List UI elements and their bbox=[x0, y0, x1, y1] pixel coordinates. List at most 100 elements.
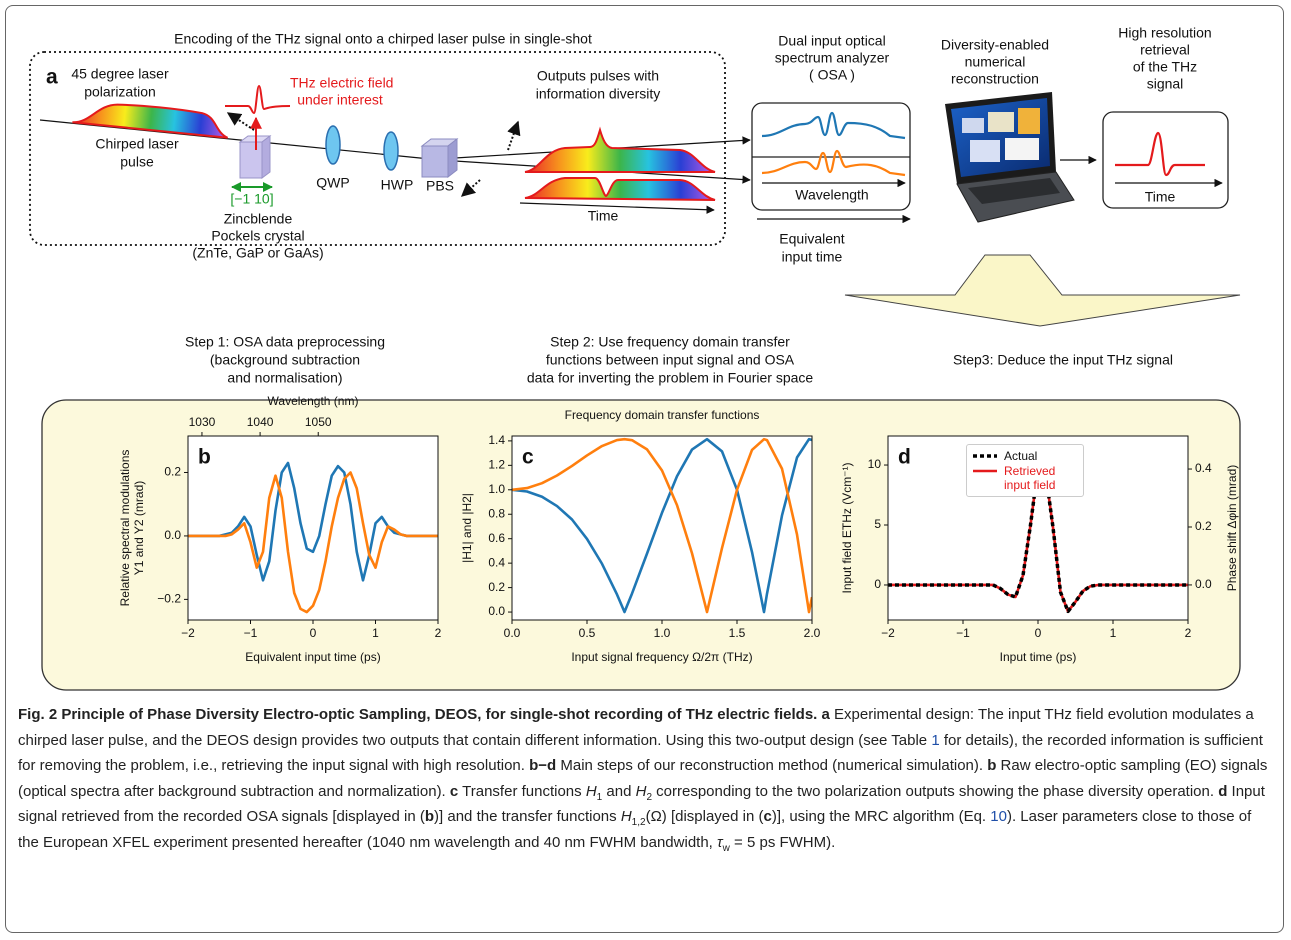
laptop: Diversity-enabled numerical reconstructi… bbox=[941, 37, 1096, 222]
y-tick-label: 0.6 bbox=[488, 531, 505, 545]
caption-text: and bbox=[602, 783, 635, 800]
y-axis-label: Input field ETHz (Vcm⁻¹) bbox=[840, 462, 854, 593]
y-tick-label: 0.0 bbox=[164, 528, 181, 542]
label: spectrum analyzer bbox=[775, 50, 890, 66]
output-arrow bbox=[462, 180, 480, 196]
label: polarization bbox=[84, 84, 156, 100]
x2-tick-label: 1030 bbox=[189, 415, 216, 429]
label: retrieval bbox=[1140, 42, 1190, 58]
label: reconstruction bbox=[951, 71, 1039, 87]
x-tick-label: 2.0 bbox=[804, 626, 821, 640]
caption-text: = 5 ps FWHM). bbox=[730, 834, 835, 851]
label: numerical bbox=[965, 54, 1026, 70]
panel-label: d bbox=[898, 446, 911, 469]
caption-bold: c bbox=[764, 808, 772, 825]
retrieval: High resolution retrieval of the THz sig… bbox=[1103, 25, 1228, 208]
label: Pockels crystal bbox=[211, 228, 304, 244]
heading: Encoding of the THz signal onto a chirpe… bbox=[174, 31, 592, 47]
caption-text: Transfer functions bbox=[458, 783, 586, 800]
panel-a: Encoding of the THz signal onto a chirpe… bbox=[30, 31, 750, 261]
caption-subscript: w bbox=[723, 843, 730, 854]
caption: Fig. 2 Principle of Phase Diversity Elec… bbox=[18, 702, 1274, 855]
label: Diversity-enabled bbox=[941, 37, 1049, 53]
x-tick-label: 1 bbox=[372, 626, 379, 640]
y2-tick-label: 0.2 bbox=[1195, 519, 1212, 533]
caption-bold: d bbox=[1218, 783, 1227, 800]
label: pulse bbox=[120, 154, 154, 170]
x-tick-label: 2 bbox=[435, 626, 442, 640]
caption-title: Fig. 2 Principle of Phase Diversity Elec… bbox=[18, 706, 817, 723]
x-axis-label: Input time (ps) bbox=[1000, 650, 1077, 664]
x2-tick-label: 1050 bbox=[305, 415, 332, 429]
thz-label: under interest bbox=[297, 92, 383, 108]
caption-link[interactable]: 10 bbox=[990, 808, 1007, 825]
step-text: Step 2: Use frequency domain transfer bbox=[550, 334, 790, 350]
x-tick-label: 1.0 bbox=[654, 626, 671, 640]
caption-subscript: 1,2 bbox=[632, 817, 646, 828]
y-tick-label: 0.2 bbox=[488, 580, 505, 594]
x2-axis-label: Wavelength (nm) bbox=[268, 394, 359, 408]
x-tick-label: 1.5 bbox=[729, 626, 746, 640]
x-tick-label: 1 bbox=[1110, 626, 1117, 640]
output-pulse bbox=[525, 130, 715, 172]
legend-entry: Actual bbox=[972, 449, 1078, 463]
flow-arrow bbox=[845, 255, 1240, 326]
y-tick-label: 0.4 bbox=[488, 555, 505, 569]
caption-text: (Ω) [displayed in ( bbox=[646, 808, 764, 825]
y-tick-label: 10 bbox=[868, 457, 882, 471]
step-text: Step 1: OSA data preprocessing bbox=[185, 334, 385, 350]
caption-italic: H bbox=[586, 783, 597, 800]
caption-bold: b bbox=[425, 808, 434, 825]
legend-label: Actual bbox=[1004, 449, 1037, 463]
osa: Dual input optical spectrum analyzer ( O… bbox=[752, 33, 910, 265]
x-tick-label: −1 bbox=[956, 626, 970, 640]
y-tick-label: 0.8 bbox=[488, 506, 505, 520]
x-tick-label: −2 bbox=[181, 626, 195, 640]
caption-link[interactable]: 1 bbox=[931, 732, 939, 749]
crystal-axis: [−1 10] bbox=[230, 191, 273, 207]
pbs bbox=[422, 146, 448, 177]
plot-area bbox=[188, 436, 438, 620]
label: Wavelength bbox=[795, 187, 868, 203]
hwp bbox=[384, 132, 398, 170]
label: Equivalent bbox=[779, 231, 844, 247]
legend-swatch bbox=[972, 449, 998, 463]
label: High resolution bbox=[1118, 25, 1211, 41]
y-tick-label: 5 bbox=[874, 517, 881, 531]
label: of the THz bbox=[1133, 59, 1197, 75]
panel-label: a bbox=[46, 66, 58, 89]
panel-label: b bbox=[198, 446, 211, 469]
x-axis-label: Input signal frequency Ω/2π (THz) bbox=[571, 650, 752, 664]
label: HWP bbox=[381, 177, 414, 193]
x-tick-label: 0 bbox=[1035, 626, 1042, 640]
legend-entry: Retrieved input field bbox=[972, 464, 1078, 492]
window bbox=[962, 118, 984, 133]
step-text: Step3: Deduce the input THz signal bbox=[953, 352, 1173, 368]
x-tick-label: 0.0 bbox=[504, 626, 521, 640]
label: Zincblende bbox=[224, 211, 293, 227]
caption-text: Main steps of our reconstruction method … bbox=[556, 757, 987, 774]
qwp bbox=[326, 126, 340, 164]
output-arrow bbox=[508, 122, 518, 150]
thz-label: THz electric field bbox=[290, 75, 393, 91]
x-axis-label: Equivalent input time (ps) bbox=[245, 650, 380, 664]
thz-pulse bbox=[225, 86, 290, 113]
step-text: and normalisation) bbox=[227, 370, 342, 386]
label: input time bbox=[782, 249, 843, 265]
label: Outputs pulses with bbox=[537, 68, 659, 84]
label: information diversity bbox=[536, 86, 661, 102]
step-text: (background subtraction bbox=[210, 352, 360, 368]
figure: Encoding of the THz signal onto a chirpe… bbox=[0, 0, 1291, 700]
y-tick-label: 0.0 bbox=[488, 604, 505, 618]
caption-italic: H bbox=[621, 808, 632, 825]
y-tick-label: 1.2 bbox=[488, 458, 505, 472]
legend-label: Retrieved input field bbox=[1004, 464, 1078, 492]
crystal-side bbox=[262, 136, 270, 178]
y-tick-label: 1.4 bbox=[488, 433, 505, 447]
y-tick-label: 0.2 bbox=[164, 465, 181, 479]
panel-label: c bbox=[522, 446, 534, 469]
label: Time bbox=[1145, 189, 1176, 205]
y2-tick-label: 0.4 bbox=[1195, 461, 1212, 475]
caption-bold: b bbox=[987, 757, 996, 774]
